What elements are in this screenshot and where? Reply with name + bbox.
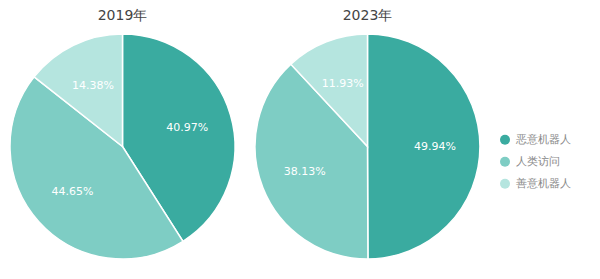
data-label: 38.13% xyxy=(284,165,326,178)
chart-title: 2023年 xyxy=(343,7,393,23)
legend-label: 恶意机器人 xyxy=(515,133,571,146)
data-label: 11.93% xyxy=(322,77,364,90)
pie-slice xyxy=(368,34,480,259)
legend-item: 恶意机器人 xyxy=(500,133,571,146)
data-label: 44.65% xyxy=(51,185,93,198)
legend-swatch xyxy=(500,157,510,167)
legend: 恶意机器人人类访问善意机器人 xyxy=(500,133,571,190)
legend-label: 人类访问 xyxy=(516,155,560,168)
legend-swatch xyxy=(500,135,510,145)
data-label: 14.38% xyxy=(72,79,114,92)
legend-item: 善意机器人 xyxy=(500,177,571,190)
pie: 40.97% 44.65% 14.38% xyxy=(10,34,235,259)
chart-title: 2019年 xyxy=(98,7,148,23)
pie: 49.94% 38.13% 11.93% xyxy=(255,34,480,259)
pie-slice xyxy=(34,34,122,147)
legend-swatch xyxy=(500,179,510,189)
legend-item: 人类访问 xyxy=(500,155,560,168)
data-label: 49.94% xyxy=(414,140,456,153)
legend-label: 善意机器人 xyxy=(516,177,571,190)
chart: 40.97% 44.65% 14.38% 2019年 49.94% 38.13% 11.93… xyxy=(0,0,600,279)
pie-slice xyxy=(291,34,368,147)
data-label: 40.97% xyxy=(166,121,208,134)
